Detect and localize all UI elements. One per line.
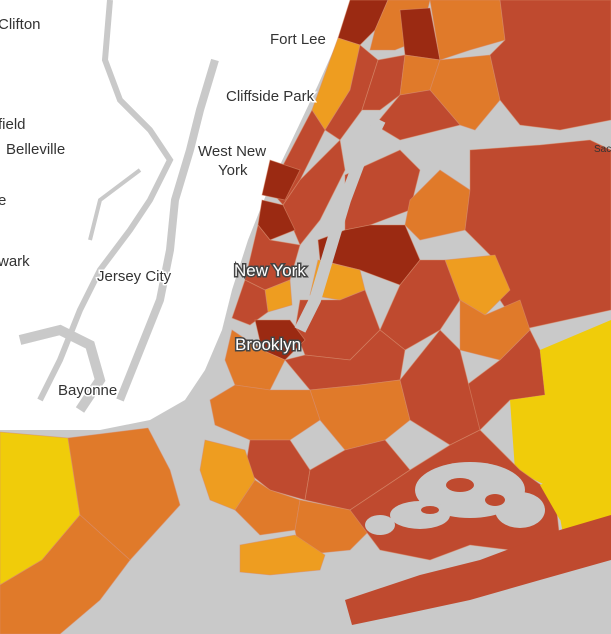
- place-label: Fort Lee: [270, 31, 326, 48]
- east-river: [294, 117, 386, 333]
- bay-islands: [421, 478, 505, 514]
- queens: [309, 139, 611, 431]
- place-label: Cliffside Park: [226, 88, 315, 105]
- east-queens: [510, 320, 611, 545]
- rockaway: [345, 515, 611, 625]
- place-label: Belleville: [6, 141, 65, 158]
- place-label: York: [218, 162, 248, 179]
- place-label: Clifton: [0, 16, 41, 33]
- place-label: Bayonne: [58, 382, 117, 399]
- nj-rivers: [18, 0, 219, 413]
- place-label: e: [0, 192, 6, 209]
- place-label: Brooklyn: [235, 335, 301, 354]
- place-label: field: [0, 116, 26, 133]
- place-label: Jersey City: [97, 268, 172, 285]
- place-label: New York: [234, 261, 306, 280]
- place-label: Sac: [594, 144, 611, 155]
- manhattan: [231, 0, 389, 326]
- place-label: wark: [0, 253, 30, 270]
- labels: Clifton Fort Lee Cliffside Park field Be…: [0, 15, 611, 401]
- bronx: [361, 0, 611, 141]
- staten-island: [0, 427, 181, 634]
- rockaway-yellow: [540, 470, 585, 520]
- place-label: West New: [198, 143, 266, 160]
